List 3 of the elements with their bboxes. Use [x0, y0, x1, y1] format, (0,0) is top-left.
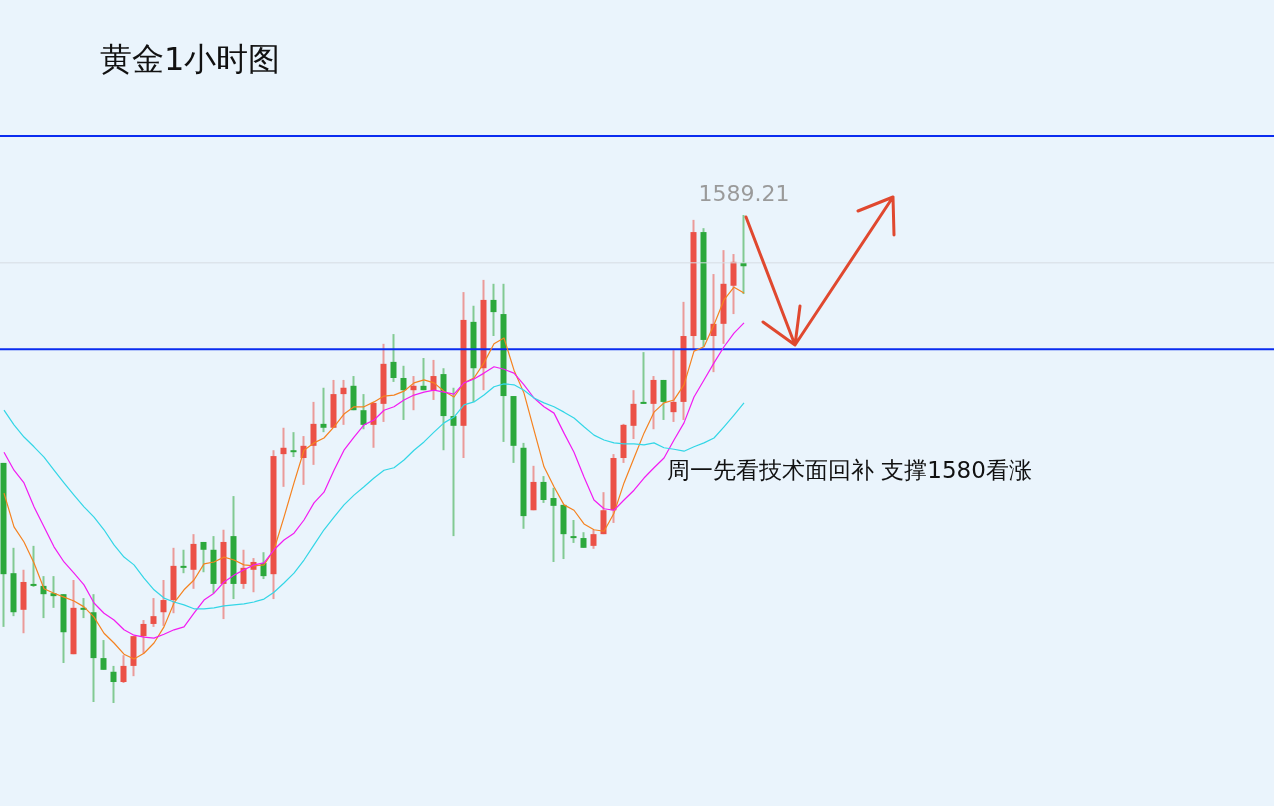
chart-title: 黄金1小时图 — [100, 39, 281, 80]
annotation: 周一先看技术面回补 支撑1580看涨 — [667, 456, 1032, 485]
annotation: 1589.21 — [698, 181, 790, 206]
